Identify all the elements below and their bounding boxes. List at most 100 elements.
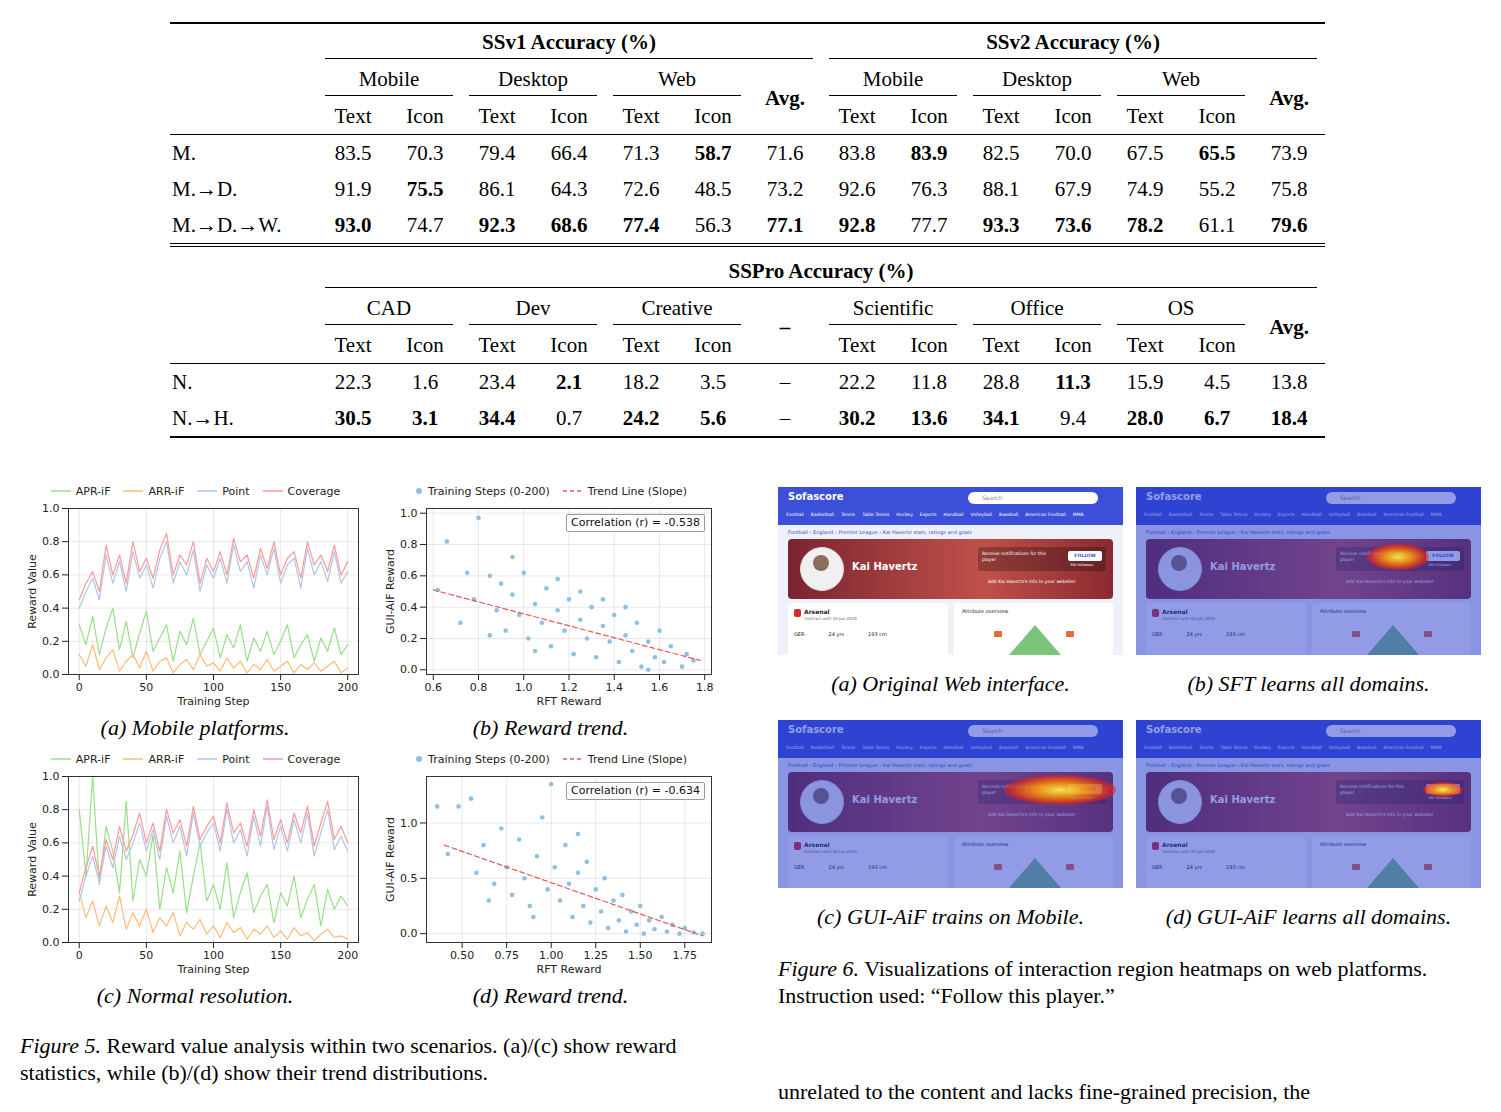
svg-text:0.8: 0.8 bbox=[42, 535, 60, 548]
svg-text:0.0: 0.0 bbox=[400, 663, 418, 676]
html-text:Mobile: Mobile bbox=[862, 67, 924, 91]
svg-text:0.8: 0.8 bbox=[470, 681, 488, 694]
html-text:83.8: 83.8 bbox=[838, 141, 876, 165]
html-text:(a) Mobile platforms.: (a) Mobile platforms. bbox=[100, 715, 290, 740]
html-text:M.: M. bbox=[172, 141, 196, 165]
html-text:70.0: 70.0 bbox=[1054, 141, 1092, 165]
svg-text:150: 150 bbox=[270, 949, 291, 962]
svg-text:Reward Value: Reward Value bbox=[26, 554, 39, 629]
svg-text:50: 50 bbox=[139, 681, 153, 694]
html-text:71.6: 71.6 bbox=[766, 141, 804, 165]
html-text:(a) Original Web interface.: (a) Original Web interface. bbox=[831, 671, 1070, 696]
svg-text:0.50: 0.50 bbox=[450, 949, 475, 962]
html-text:Icon: Icon bbox=[1198, 104, 1236, 128]
svg-text:Reward Value: Reward Value bbox=[26, 822, 39, 897]
html-text:Avg.: Avg. bbox=[765, 85, 805, 110]
html-text:83.9: 83.9 bbox=[910, 141, 948, 165]
html-text:Desktop: Desktop bbox=[1002, 67, 1073, 91]
html-text:(c) GUI-AiF trains on Mobile.: (c) GUI-AiF trains on Mobile. bbox=[817, 904, 1084, 929]
svg-text:0.75: 0.75 bbox=[494, 949, 519, 962]
svg-text:0.2: 0.2 bbox=[400, 632, 418, 645]
svg-text:0.2: 0.2 bbox=[42, 635, 60, 648]
html-text:Icon: Icon bbox=[406, 104, 444, 128]
html-text:Figure 6. Visualizations of in: Figure 6. Visualizations of interaction … bbox=[778, 956, 1428, 1008]
html-text:Text: Text bbox=[1126, 104, 1164, 128]
svg-text:0.5: 0.5 bbox=[400, 872, 418, 885]
svg-text:1.4: 1.4 bbox=[605, 681, 623, 694]
html-text:Avg.: Avg. bbox=[1269, 85, 1309, 110]
svg-text:1.6: 1.6 bbox=[651, 681, 669, 694]
svg-text:GUI-AiF Reward: GUI-AiF Reward bbox=[384, 549, 397, 634]
svg-text:1.0: 1.0 bbox=[42, 502, 60, 515]
svg-text:0.6: 0.6 bbox=[425, 681, 443, 694]
html-text:Text: Text bbox=[334, 104, 372, 128]
html-text:SSv1 Accuracy (%): SSv1 Accuracy (%) bbox=[482, 30, 656, 54]
svg-text:0.0: 0.0 bbox=[42, 668, 60, 681]
html-text:Text: Text bbox=[982, 104, 1020, 128]
svg-text:1.75: 1.75 bbox=[673, 949, 698, 962]
svg-text:0.4: 0.4 bbox=[400, 601, 418, 614]
svg-text:1.25: 1.25 bbox=[583, 949, 608, 962]
html-text:Text: Text bbox=[838, 104, 876, 128]
svg-text:150: 150 bbox=[270, 681, 291, 694]
html-text:67.5: 67.5 bbox=[1126, 141, 1164, 165]
html-text:(b) Reward trend.: (b) Reward trend. bbox=[472, 715, 629, 740]
svg-text:1.00: 1.00 bbox=[539, 949, 564, 962]
svg-text:1.2: 1.2 bbox=[560, 681, 578, 694]
svg-text:Training Step: Training Step bbox=[177, 963, 250, 976]
svg-text:0: 0 bbox=[76, 949, 83, 962]
html-text:Avg.: Avg. bbox=[1269, 314, 1309, 339]
svg-text:0.4: 0.4 bbox=[42, 602, 60, 615]
html-text:58.7: 58.7 bbox=[694, 141, 732, 165]
svg-text:100: 100 bbox=[203, 949, 224, 962]
html-text:79.4: 79.4 bbox=[478, 141, 516, 165]
svg-text:RFT Reward: RFT Reward bbox=[537, 963, 602, 976]
html-text:SSv2 Accuracy (%): SSv2 Accuracy (%) bbox=[986, 30, 1160, 54]
svg-text:50: 50 bbox=[139, 949, 153, 962]
svg-text:1.8: 1.8 bbox=[696, 681, 714, 694]
html-text:66.4: 66.4 bbox=[550, 141, 588, 165]
html-text:Web: Web bbox=[658, 67, 696, 91]
html-text:Text: Text bbox=[622, 104, 660, 128]
svg-text:200: 200 bbox=[337, 949, 358, 962]
html-text:(d) Reward trend.: (d) Reward trend. bbox=[472, 983, 629, 1008]
html-text:Icon: Icon bbox=[910, 104, 948, 128]
svg-text:0.8: 0.8 bbox=[42, 803, 60, 816]
svg-text:200: 200 bbox=[337, 681, 358, 694]
html-text:Desktop: Desktop bbox=[498, 67, 568, 91]
svg-text:0.6: 0.6 bbox=[42, 568, 60, 581]
html-text:Icon: Icon bbox=[1054, 104, 1092, 128]
html-text:65.5: 65.5 bbox=[1198, 141, 1236, 165]
svg-text:0.0: 0.0 bbox=[400, 927, 418, 940]
html-text:Text: Text bbox=[478, 104, 516, 128]
svg-text:100: 100 bbox=[203, 681, 224, 694]
svg-text:0.6: 0.6 bbox=[400, 569, 418, 582]
html-text:71.3: 71.3 bbox=[622, 141, 660, 165]
svg-text:Training Step: Training Step bbox=[177, 695, 250, 708]
svg-text:1.50: 1.50 bbox=[628, 949, 653, 962]
html-text:Icon: Icon bbox=[550, 104, 588, 128]
svg-text:1.0: 1.0 bbox=[400, 817, 418, 830]
svg-text:1.0: 1.0 bbox=[400, 507, 418, 520]
svg-text:1.0: 1.0 bbox=[515, 681, 533, 694]
html-text:unrelated to the content and l: unrelated to the content and lacks fine-… bbox=[778, 1079, 1311, 1104]
html-text:(d) GUI-AiF learns all domains: (d) GUI-AiF learns all domains. bbox=[1165, 904, 1452, 929]
html-text:83.5: 83.5 bbox=[334, 141, 372, 165]
html-text:Icon: Icon bbox=[694, 104, 732, 128]
html-text:82.5: 82.5 bbox=[982, 141, 1020, 165]
svg-text:RFT Reward: RFT Reward bbox=[537, 695, 602, 708]
svg-text:0.8: 0.8 bbox=[400, 538, 418, 551]
svg-text:0.2: 0.2 bbox=[42, 903, 60, 916]
html-text:Figure 5. Reward value analysi: Figure 5. Reward value analysis within t… bbox=[20, 1033, 677, 1085]
html-text:(c) Normal resolution.: (c) Normal resolution. bbox=[96, 983, 294, 1008]
svg-text:0.6: 0.6 bbox=[42, 836, 60, 849]
html-text:Web: Web bbox=[1162, 67, 1200, 91]
html-text:Mobile: Mobile bbox=[358, 67, 420, 91]
svg-text:0.0: 0.0 bbox=[42, 936, 60, 949]
html-text:70.3: 70.3 bbox=[406, 141, 444, 165]
svg-text:0.4: 0.4 bbox=[42, 870, 60, 883]
svg-text:1.0: 1.0 bbox=[42, 770, 60, 783]
html-text:(b) SFT learns all domains.: (b) SFT learns all domains. bbox=[1187, 671, 1430, 696]
svg-text:GUI-AiF Reward: GUI-AiF Reward bbox=[384, 817, 397, 902]
svg-text:0: 0 bbox=[76, 681, 83, 694]
